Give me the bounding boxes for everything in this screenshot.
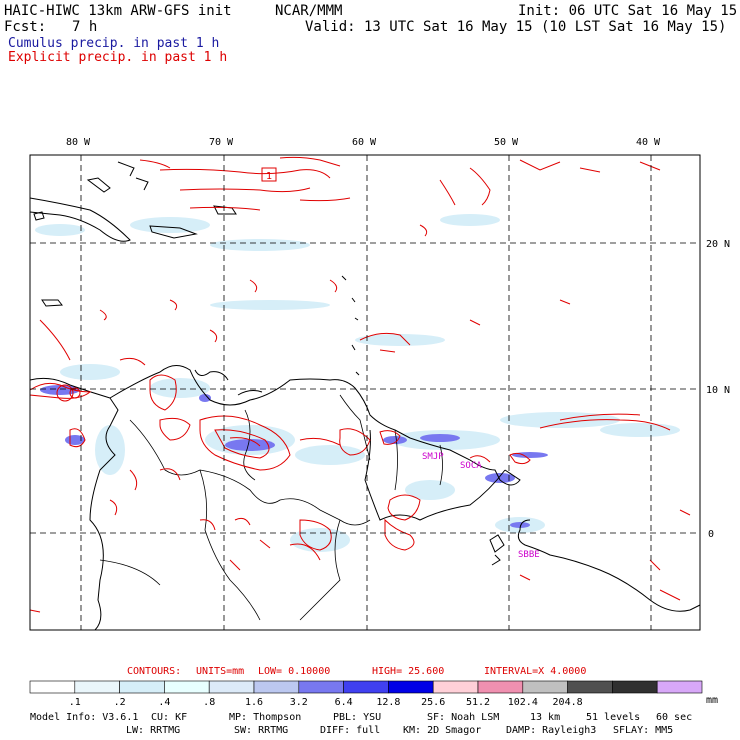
colorbar-tick-label: .1 bbox=[69, 697, 81, 708]
contours-units: UNITS=mm bbox=[196, 666, 245, 677]
colorbar-swatch bbox=[208, 680, 255, 694]
coastlines bbox=[29, 161, 701, 631]
explicit-legend: Explicit precip. in past 1 h bbox=[8, 50, 228, 65]
map-frame bbox=[29, 154, 701, 631]
station-soca: SOCA bbox=[460, 461, 482, 471]
model-info-res: 13 km bbox=[530, 712, 561, 723]
model-info-km: KM: 2D Smagor bbox=[403, 725, 482, 736]
colorbar-swatch bbox=[164, 680, 210, 694]
lat-lon-grid bbox=[30, 155, 700, 630]
model-info-diff: DIFF: full bbox=[320, 725, 381, 736]
colorbar-tick-label: 25.6 bbox=[421, 697, 445, 708]
colorbar-tick-label: 51.2 bbox=[466, 697, 490, 708]
contour-label-box bbox=[261, 167, 277, 182]
contours-low: LOW= 0.10000 bbox=[258, 666, 331, 677]
colorbar-tick-label: .4 bbox=[158, 697, 170, 708]
colorbar-tick-label: .8 bbox=[203, 697, 215, 708]
colorbar: .1 .2 .4 .8 1.6 3.2 6.4 12.8 25.6 51.2 102.4 204.8 bbox=[29, 680, 703, 708]
explicit-precip-contours bbox=[29, 156, 691, 613]
colorbar-swatch bbox=[522, 680, 568, 694]
colorbar-tick-label: 3.2 bbox=[290, 697, 308, 708]
init-time: Init: 06 UTC Sat 16 May 15 bbox=[518, 3, 738, 19]
lon-label-60w: 60 W bbox=[352, 137, 377, 148]
model-info-sf: SF: Noah LSM bbox=[427, 712, 500, 723]
model-info-version: Model Info: V3.6.1 bbox=[30, 712, 139, 723]
colorbar-tick-label: 1.6 bbox=[245, 697, 263, 708]
valid-time: Valid: 13 UTC Sat 16 May 15 (10 LST Sat … bbox=[305, 19, 727, 35]
model-info-timestep: 60 sec bbox=[656, 712, 693, 723]
cumulus-legend: Cumulus precip. in past 1 h bbox=[8, 36, 220, 51]
contours-label: CONTOURS: bbox=[127, 666, 182, 677]
lon-label-80w: 80 W bbox=[66, 137, 91, 148]
model-title: HAIC-HIWC 13km ARW-GFS init bbox=[4, 3, 232, 19]
lon-label-70w: 70 W bbox=[209, 137, 234, 148]
fcst-value: 7 h bbox=[72, 19, 98, 35]
lon-label-50w: 50 W bbox=[494, 137, 519, 148]
model-info-damp: DAMP: Rayleigh3 bbox=[506, 725, 597, 736]
station-sbbe: SBBE bbox=[518, 550, 540, 560]
colorbar-swatch bbox=[343, 680, 389, 694]
colorbar-swatch bbox=[298, 680, 344, 694]
colorbar-swatch bbox=[119, 680, 165, 694]
lon-label-40w: 40 W bbox=[636, 137, 661, 148]
colorbar-swatch bbox=[567, 680, 613, 694]
lat-label-10n: 10 N bbox=[706, 385, 730, 396]
lat-label-0: 0 bbox=[708, 529, 714, 540]
contours-interval: INTERVAL=X 4.0000 bbox=[484, 666, 587, 677]
station-smjp: SMJP bbox=[422, 452, 444, 462]
contour-label-text: 1 bbox=[266, 171, 272, 182]
colorbar-swatch bbox=[477, 680, 524, 694]
colorbar-swatch bbox=[612, 680, 658, 694]
org-label: NCAR/MMM bbox=[275, 3, 343, 19]
colorbar-swatch bbox=[388, 680, 434, 694]
colorbar-tick-label: 204.8 bbox=[553, 697, 583, 708]
lat-label-20n: 20 N bbox=[706, 239, 730, 250]
colorbar-swatch bbox=[656, 680, 703, 694]
colorbar-tick-label: 12.8 bbox=[376, 697, 400, 708]
colorbar-tick-label: 6.4 bbox=[335, 697, 353, 708]
colorbar-unit: mm bbox=[706, 695, 719, 706]
model-info-lw: LW: RRTMG bbox=[126, 725, 181, 736]
model-info-pbl: PBL: YSU bbox=[333, 712, 382, 723]
model-info-mp: MP: Thompson bbox=[229, 712, 302, 723]
cumulus-precip-areas bbox=[35, 214, 680, 552]
fcst-label: Fcst: bbox=[4, 19, 47, 35]
colorbar-tick-label: 102.4 bbox=[508, 697, 538, 708]
colorbar-swatch bbox=[432, 680, 479, 694]
model-info-cu: CU: KF bbox=[151, 712, 188, 723]
cumulus-intense-areas bbox=[40, 385, 548, 528]
contours-high: HIGH= 25.600 bbox=[372, 666, 445, 677]
colorbar-swatch bbox=[253, 680, 300, 694]
colorbar-swatch bbox=[74, 680, 120, 694]
model-info-levels: 51 levels bbox=[586, 712, 641, 723]
model-info-sw: SW: RRTMG bbox=[234, 725, 289, 736]
colorbar-tick-label: .2 bbox=[114, 697, 126, 708]
colorbar-swatch bbox=[29, 680, 76, 694]
model-info-sflay: SFLAY: MM5 bbox=[613, 725, 674, 736]
